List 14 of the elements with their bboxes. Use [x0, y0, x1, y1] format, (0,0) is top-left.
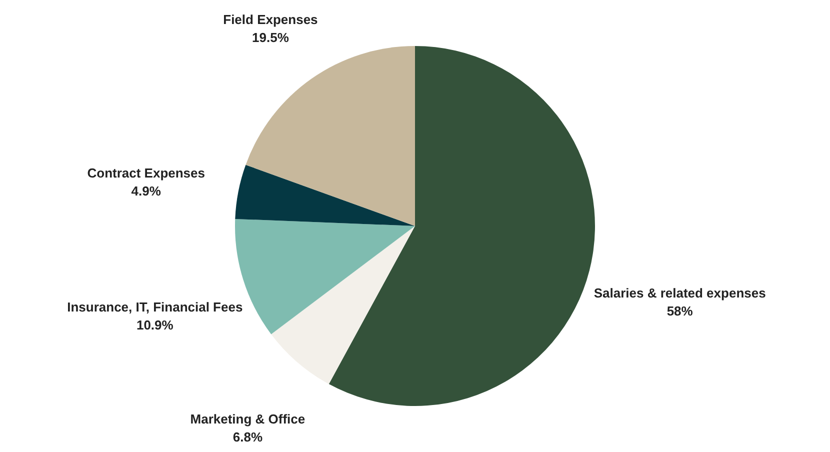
pie-slice — [271, 226, 415, 384]
slice-label: Contract Expenses — [87, 165, 205, 180]
data-label: 6.8% — [232, 430, 263, 445]
data-label: 58% — [666, 303, 694, 318]
data-label: 4.9% — [131, 183, 162, 198]
pie-slice — [235, 164, 415, 226]
data-label: 10.9% — [136, 317, 174, 332]
slice-label: Insurance, IT, Financial Fees — [67, 299, 243, 314]
pie-slice — [328, 46, 595, 406]
pie-slice — [246, 46, 415, 226]
slice-label: Field Expenses — [223, 12, 318, 28]
slice-label: Marketing & Office — [190, 412, 306, 427]
data-label: 19.5% — [252, 30, 290, 46]
slice-label: Salaries & related expenses — [594, 285, 766, 300]
